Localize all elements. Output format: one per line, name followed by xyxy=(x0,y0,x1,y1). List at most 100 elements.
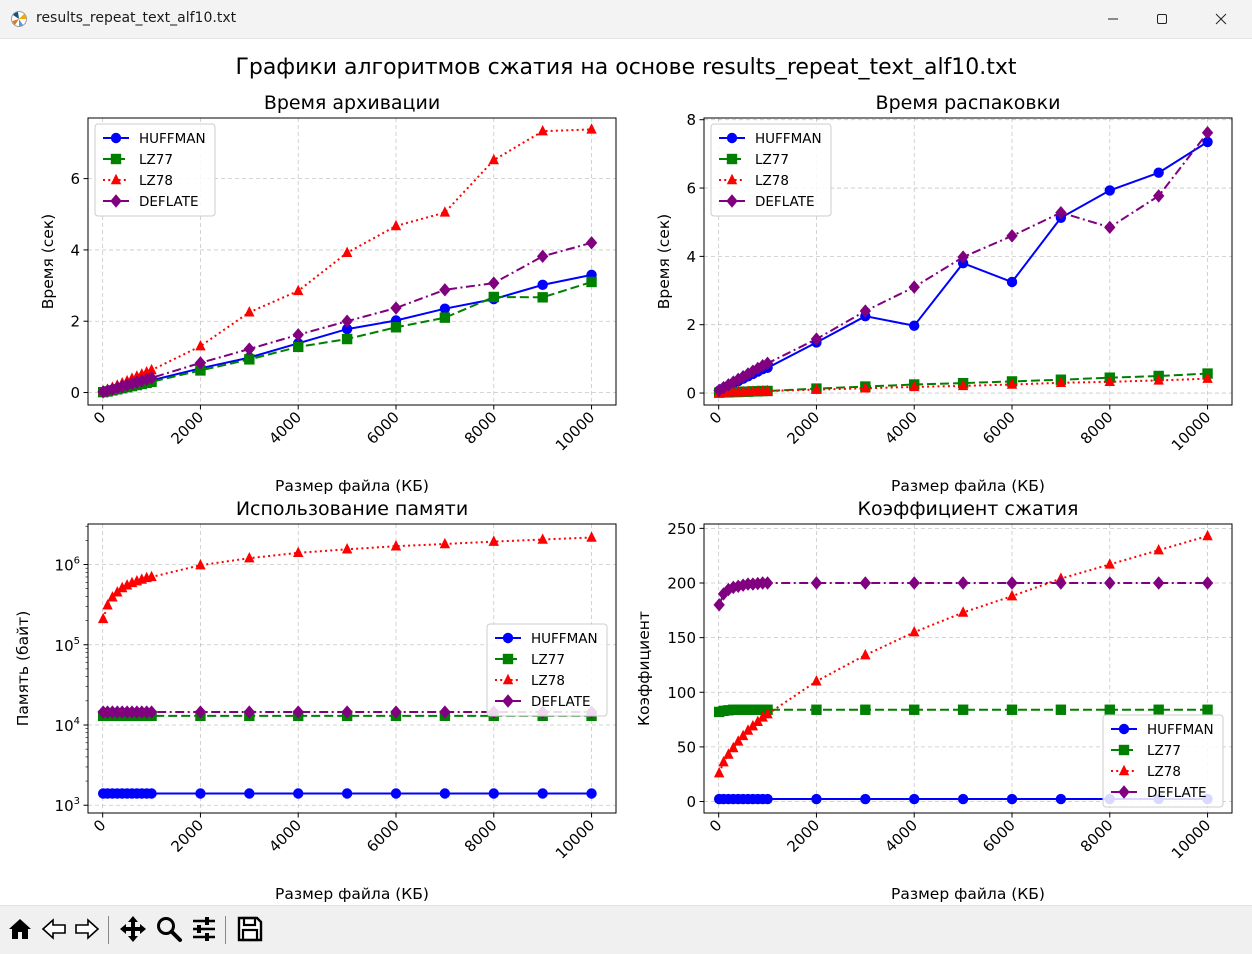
pan-icon xyxy=(120,916,146,942)
data-point xyxy=(859,304,872,318)
y-tick-label: 250 xyxy=(667,520,696,538)
x-axis-label: Размер файла (КБ) xyxy=(891,477,1045,495)
data-point xyxy=(439,303,451,314)
legend-marker xyxy=(502,653,514,665)
data-point xyxy=(537,788,548,799)
data-point xyxy=(860,704,871,715)
data-point xyxy=(341,788,353,799)
data-point xyxy=(293,788,304,799)
y-tick-label-base: 10 xyxy=(55,717,74,735)
legend-label: HUFFMAN xyxy=(755,131,822,147)
series-lz78 xyxy=(97,531,597,624)
minimize-button[interactable] xyxy=(1090,0,1136,38)
series-lz78 xyxy=(713,529,1213,778)
title-bar[interactable]: results_repeat_text_alf10.txt xyxy=(0,0,1252,39)
legend-frame xyxy=(1102,714,1224,808)
data-point xyxy=(488,153,499,165)
data-point xyxy=(439,705,451,719)
x-tick-label: 2000 xyxy=(784,816,824,856)
legend-marker xyxy=(110,153,122,165)
data-point xyxy=(195,559,206,570)
x-tick-label: 6000 xyxy=(363,408,403,448)
data-point xyxy=(146,363,157,375)
figure-canvas[interactable]: Графики алгоритмов сжатия на основе resu… xyxy=(0,39,1252,905)
maximize-button[interactable] xyxy=(1139,0,1185,38)
legend-marker xyxy=(502,694,514,708)
figure-svg: Графики алгоритмов сжатия на основе resu… xyxy=(14,55,1233,903)
data-point xyxy=(243,705,256,719)
data-point xyxy=(909,793,920,805)
data-point xyxy=(194,705,207,719)
data-point xyxy=(1055,205,1067,220)
series-line xyxy=(719,377,1208,394)
x-tick-label: 6000 xyxy=(979,408,1019,448)
data-point xyxy=(762,793,773,805)
data-point xyxy=(244,788,255,799)
data-point xyxy=(1153,167,1164,178)
legend-label: LZ77 xyxy=(755,152,789,168)
x-tick-label: 0 xyxy=(90,408,109,427)
data-point xyxy=(1153,544,1164,555)
configure-subplots-button[interactable] xyxy=(187,912,221,946)
y-tick-label: 2 xyxy=(686,316,696,334)
pan-button[interactable] xyxy=(116,912,150,946)
y-tick-label: 200 xyxy=(667,575,696,593)
legend: HUFFMAN LZ77 LZ78 DEFLATE xyxy=(710,123,832,217)
data-point xyxy=(195,365,206,376)
save-button[interactable] xyxy=(233,912,267,946)
x-tick-label: 0 xyxy=(706,408,725,427)
x-tick-label: 4000 xyxy=(881,408,921,448)
data-point xyxy=(957,576,969,590)
data-point xyxy=(586,531,597,542)
zoom-button[interactable] xyxy=(152,912,186,946)
x-tick-label: 0 xyxy=(706,816,725,835)
x-tick-label: 8000 xyxy=(1077,408,1117,448)
x-tick-label: 2000 xyxy=(168,408,208,448)
legend-label: DEFLATE xyxy=(139,194,198,210)
data-point xyxy=(586,123,597,134)
chart-title: Время распаковки xyxy=(876,92,1061,114)
data-point xyxy=(102,599,113,610)
data-point xyxy=(146,788,157,799)
legend-marker xyxy=(1118,723,1130,735)
toolbar-separator xyxy=(108,916,109,944)
data-point xyxy=(390,540,402,551)
back-button[interactable] xyxy=(37,912,71,946)
legend-marker xyxy=(110,194,122,208)
series-deflate xyxy=(713,125,1214,398)
y-tick-label: 103 xyxy=(55,796,80,815)
home-button[interactable] xyxy=(3,912,37,946)
data-point xyxy=(293,546,304,558)
data-point xyxy=(908,576,920,590)
data-point xyxy=(1104,220,1116,235)
data-point xyxy=(146,570,157,582)
legend-marker xyxy=(1118,744,1130,756)
forward-button[interactable] xyxy=(70,912,104,946)
y-tick-label-base: 10 xyxy=(55,637,74,655)
legend-label: LZ77 xyxy=(1147,743,1181,759)
legend-marker xyxy=(110,173,122,185)
x-tick-label: 6000 xyxy=(979,816,1019,856)
data-point xyxy=(1153,704,1164,715)
x-tick-label: 4000 xyxy=(265,816,305,856)
data-point xyxy=(1202,529,1213,541)
x-tick-label: 4000 xyxy=(881,816,921,856)
figure-suptitle: Графики алгоритмов сжатия на основе resu… xyxy=(235,55,1016,80)
series-huffman xyxy=(97,788,597,799)
data-point xyxy=(727,580,740,595)
data-point xyxy=(293,284,304,296)
data-point xyxy=(97,612,109,624)
data-point xyxy=(390,705,402,719)
matplotlib-app-icon xyxy=(11,11,27,27)
legend-label: DEFLATE xyxy=(531,694,590,710)
close-button[interactable] xyxy=(1198,0,1244,38)
data-point xyxy=(195,339,206,351)
legend-frame xyxy=(486,623,608,717)
data-point xyxy=(586,788,597,799)
data-point xyxy=(1202,136,1213,148)
data-point xyxy=(1006,704,1018,715)
legend: HUFFMAN LZ77 LZ78 DEFLATE xyxy=(94,123,216,217)
legend-marker xyxy=(726,153,738,165)
data-point xyxy=(957,250,969,264)
data-point xyxy=(341,333,353,345)
